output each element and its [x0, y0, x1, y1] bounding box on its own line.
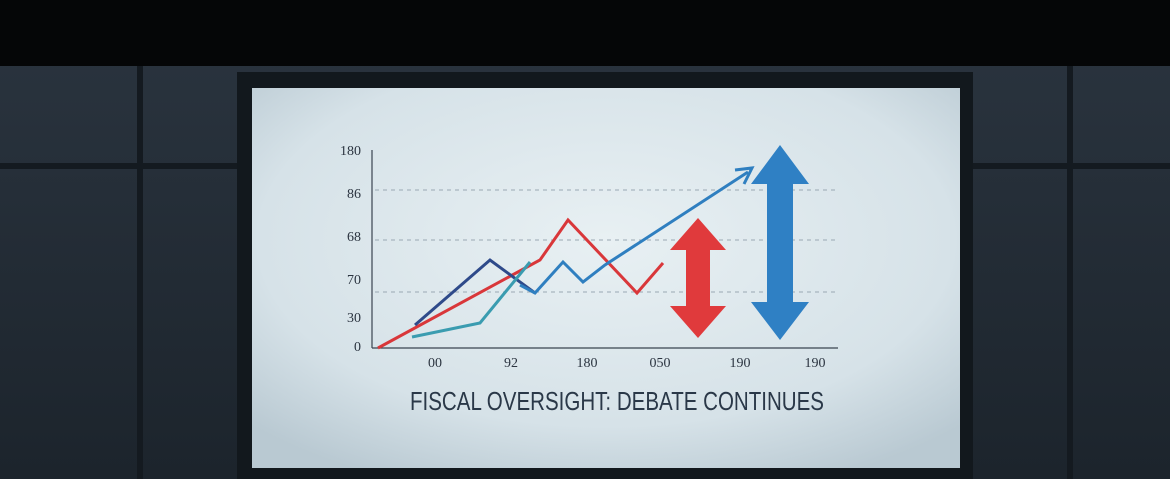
x-axis-label: 190	[730, 356, 751, 371]
chart-axes	[371, 150, 838, 349]
y-axis-labels: 180 86 68 70 30 0	[340, 144, 361, 355]
caption: FISCAL OVERSIGHT: DEBATE CONTINUES	[410, 386, 824, 416]
x-axis-label: 00	[428, 356, 442, 371]
screen	[252, 88, 960, 468]
x-axis-label: 180	[577, 356, 598, 371]
teal-line	[411, 261, 532, 339]
y-axis-label: 180	[340, 144, 361, 159]
wall-panels	[0, 66, 1170, 479]
y-axis-label: 86	[347, 187, 361, 202]
x-axis-labels: 00 92 180 050 190 190	[428, 356, 826, 371]
navy-line	[414, 258, 536, 327]
y-axis-label: 0	[354, 340, 361, 355]
x-axis-label: 050	[650, 356, 671, 371]
y-axis-label: 68	[347, 230, 361, 245]
blue-line	[519, 170, 749, 295]
red-line	[377, 217, 665, 350]
ceiling	[0, 0, 1170, 66]
blue-double-arrow	[751, 145, 809, 340]
y-axis-label: 70	[347, 273, 361, 288]
red-double-arrow	[670, 218, 726, 338]
x-axis-label: 92	[504, 356, 518, 371]
grid-lines	[375, 189, 838, 293]
blue-line-arrowhead	[734, 166, 755, 185]
y-axis-label: 30	[347, 311, 361, 326]
x-axis-label: 190	[805, 356, 826, 371]
